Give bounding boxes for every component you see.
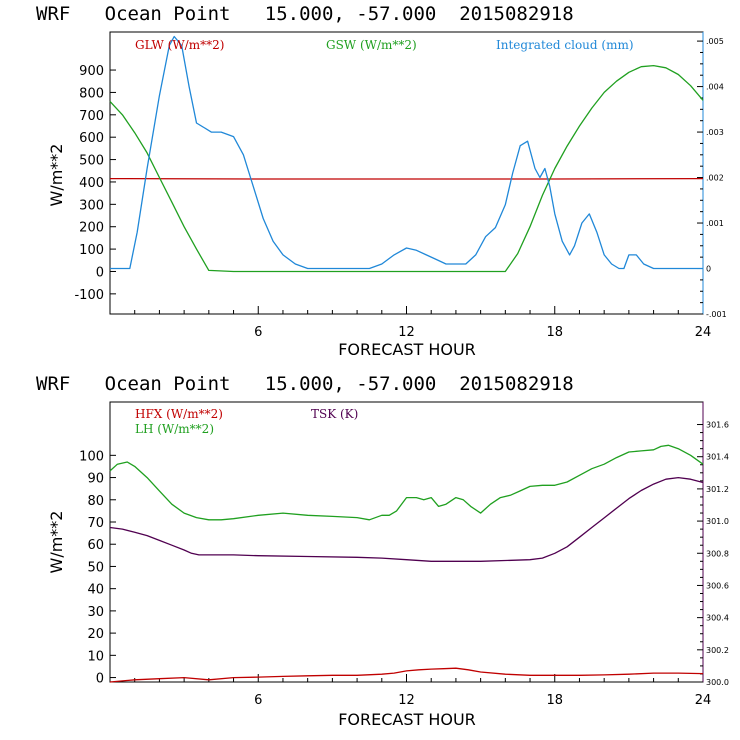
top-series-lines (109, 35, 704, 273)
legend-tsk: TSK (K) (311, 407, 358, 421)
y-tick-label: 80 (87, 494, 104, 509)
top-x-axis: 6 12 18 24 (134, 306, 712, 340)
y2-tick-label: 301.2 (706, 485, 729, 494)
bottom-x-axis: 6 12 18 24 (134, 674, 712, 708)
y-tick-label: 30 (87, 605, 104, 620)
y2-tick-label: 300.8 (706, 549, 729, 558)
y-tick-label: 100 (79, 449, 104, 464)
top-x-axis-label: FORECAST HOUR (338, 340, 476, 359)
y2-tick-label: .001 (706, 219, 724, 228)
y2-tick-label: 300.6 (706, 581, 729, 590)
series-line-tsk-k (109, 476, 704, 562)
y-tick-label: 100 (79, 243, 104, 258)
y-tick-label: 10 (87, 649, 104, 664)
y2-tick-label: 300.0 (706, 678, 729, 687)
y-tick-label: 900 (79, 64, 104, 79)
x-tick-label: 6 (254, 693, 262, 708)
x-tick-label: 12 (398, 325, 415, 340)
series-line-hfx-w-m-2 (109, 667, 704, 683)
bottom-right-axis: 300.0 300.2 300.4 300.6 300.8 301.0 301.2 301.4… (697, 421, 729, 687)
legend-hfx: HFX (W/m**2) (135, 407, 223, 421)
y-tick-label: 500 (79, 154, 104, 169)
y-tick-label: 700 (79, 109, 104, 124)
y-tick-label: 60 (87, 538, 104, 553)
y2-tick-label: 0 (706, 265, 711, 274)
series-line-gsw-w-m-2 (109, 64, 704, 273)
top-y-axis-label: W/m**2 (47, 144, 66, 207)
legend-lh: LH (W/m**2) (135, 422, 214, 436)
y-tick-label: 600 (79, 131, 104, 146)
y2-tick-label: 301.6 (706, 421, 729, 430)
y2-tick-label: 300.2 (706, 646, 729, 655)
y-tick-label: 200 (79, 221, 104, 236)
x-tick-label: 12 (398, 693, 415, 708)
y-tick-label: 0 (96, 672, 104, 687)
x-tick-label: 24 (695, 693, 712, 708)
y-tick-label: 70 (87, 516, 104, 531)
y-tick-label: 20 (87, 627, 104, 642)
bottom-x-axis-label: FORECAST HOUR (338, 710, 476, 729)
x-tick-label: 18 (546, 693, 563, 708)
y2-tick-label: .003 (706, 128, 724, 137)
bottom-y-axis-label: W/m**2 (47, 511, 66, 574)
y-tick-label: -100 (74, 288, 104, 303)
y-tick-label: 800 (79, 86, 104, 101)
x-tick-label: 24 (695, 325, 712, 340)
top-right-axis: -.001 0 .001 .002 .003 .004 .005 (697, 37, 727, 319)
y-tick-label: 300 (79, 198, 104, 213)
top-y-axis: -100 0 100 200 300 400 500 600 700 800 900 (74, 64, 116, 303)
legend-gsw: GSW (W/m**2) (326, 38, 417, 52)
y2-tick-label: .005 (706, 37, 724, 46)
y2-tick-label: 300.4 (706, 614, 729, 623)
y2-tick-label: .002 (706, 174, 724, 183)
legend-integrated-cloud: Integrated cloud (mm) (496, 38, 634, 52)
top-chart-title: WRF Ocean Point 15.000, -57.000 20150829… (36, 3, 574, 25)
y-tick-label: 400 (79, 176, 104, 191)
y2-tick-label: .004 (706, 83, 724, 92)
y-tick-label: 40 (87, 583, 104, 598)
series-line-integrated-cloud-mm (110, 35, 703, 270)
y-tick-label: 0 (96, 265, 104, 280)
series-line-lh-w-m-2 (109, 444, 704, 521)
bottom-chart-title: WRF Ocean Point 15.000, -57.000 20150829… (36, 373, 574, 395)
y-tick-label: 50 (87, 560, 104, 575)
x-tick-label: 18 (546, 325, 563, 340)
x-tick-label: 6 (254, 325, 262, 340)
bottom-chart: WRF Ocean Point 15.000, -57.000 20150829… (36, 373, 729, 729)
y-tick-label: 90 (87, 472, 104, 487)
y2-tick-label: -.001 (706, 310, 727, 319)
y2-tick-label: 301.0 (706, 517, 729, 526)
bottom-y-axis: 0 10 20 30 40 50 60 70 80 90 100 (79, 449, 116, 687)
top-chart: WRF Ocean Point 15.000, -57.000 20150829… (36, 3, 727, 359)
y2-tick-label: 301.4 (706, 453, 729, 462)
bottom-series-lines (109, 444, 704, 683)
legend-glw: GLW (W/m**2) (135, 38, 224, 52)
